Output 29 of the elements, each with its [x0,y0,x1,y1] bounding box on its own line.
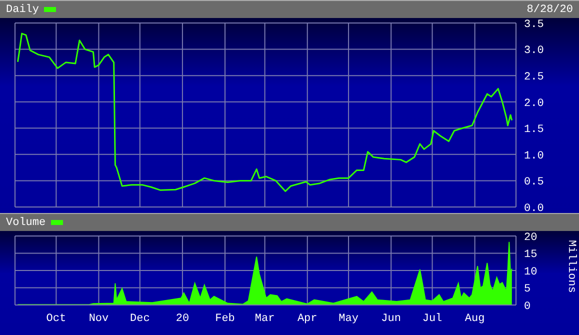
legend-label: Daily [6,4,40,16]
x-tick-label: Mar [254,312,275,325]
y-axis-title: Millions [565,240,577,292]
y-tick-label: 2.0 [524,98,544,110]
x-tick-label: May [338,312,359,325]
x-tick-label: Nov [88,312,110,325]
text: 8/28/20 [526,4,573,16]
line-series [16,32,513,192]
y-tick-label: 5 [524,284,531,296]
y-tick-label: 1.0 [524,150,544,162]
x-tick-label: Feb [215,312,235,325]
x-tick-label: Jul [422,312,442,325]
legend-label: Volume [6,216,46,228]
y-tick-label: 1.5 [524,124,544,136]
y-tick-label: 3.0 [524,45,544,58]
x-tick-label: 20 [176,312,190,325]
x-tick-label: Jun [381,312,401,325]
y-tick-label: 0 [524,300,531,313]
x-tick-label: Oct [46,312,66,325]
x-tick-label: Aug [464,312,485,325]
y-tick-label: 2.5 [524,71,544,84]
y-tick-label: 0.0 [524,202,544,215]
y-tick-label: 15 [524,249,538,262]
y-tick-label: 3.5 [524,18,544,31]
x-tick-label: Dec [130,312,150,325]
y-tick-label: 20 [524,232,538,244]
x-tick-label: Apr [297,312,318,325]
y-tick-label: 10 [524,266,538,278]
y-tick-label: 0.5 [524,176,544,189]
